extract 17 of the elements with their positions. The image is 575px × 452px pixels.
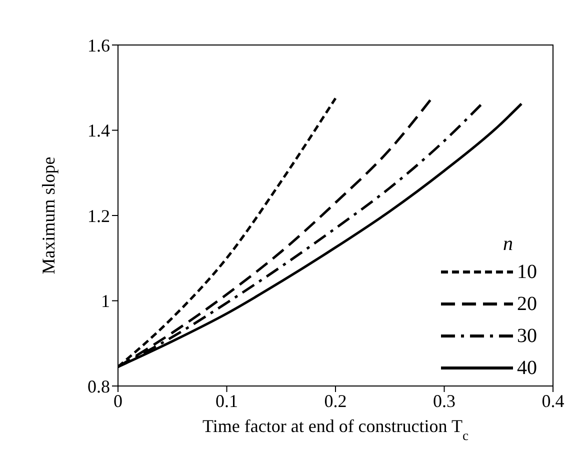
y-tick-label: 1.4 bbox=[88, 120, 110, 141]
x-tick-label: 0.4 bbox=[542, 390, 564, 411]
x-tick-label: 0.1 bbox=[216, 390, 238, 411]
y-tick-label: 1.2 bbox=[88, 206, 110, 226]
x-tick-label: 0.2 bbox=[324, 390, 347, 411]
y-tick-label: 1 bbox=[101, 291, 110, 312]
legend-label: 40 bbox=[517, 356, 537, 380]
y-tick-label: 1.6 bbox=[88, 35, 110, 56]
legend-label: 20 bbox=[517, 292, 537, 316]
x-axis-title: Time factor at end of construction T$_{c}$ bbox=[202, 416, 468, 442]
x-tick-label: 0.3 bbox=[433, 390, 456, 411]
y-tick-label: 0.8 bbox=[88, 376, 110, 396]
legend-label: 30 bbox=[517, 324, 537, 348]
y-axis-title: Maximum slope bbox=[38, 156, 58, 274]
legend-title: n bbox=[502, 233, 514, 256]
legend-label: 10 bbox=[517, 260, 537, 284]
x-tick-label: 0 bbox=[114, 390, 122, 411]
